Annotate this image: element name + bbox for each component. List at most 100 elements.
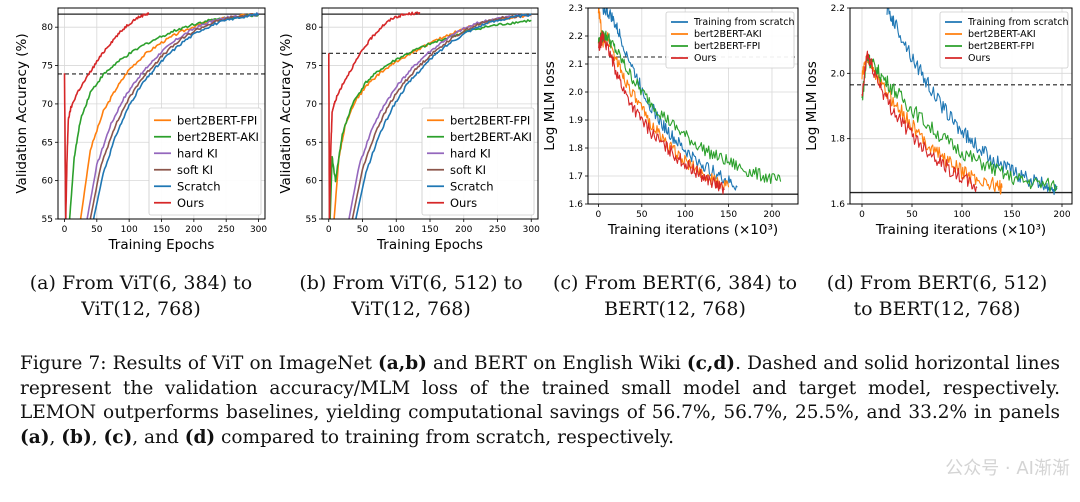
plot-frame bbox=[587, 7, 799, 205]
y-tick-label: 55 bbox=[42, 215, 53, 225]
watermark: 公众号 · AI渐渐 bbox=[945, 458, 1070, 479]
x-tick-label: 150 bbox=[153, 225, 170, 235]
legend-label: hard KI bbox=[450, 146, 491, 160]
legend-label: bert2BERT-FPI bbox=[968, 41, 1034, 52]
series-line-ours bbox=[597, 31, 725, 195]
legend-label: soft KI bbox=[450, 163, 486, 177]
caption-text: and BERT on English Wiki bbox=[426, 353, 687, 374]
x-tick-label: 150 bbox=[720, 210, 737, 220]
y-tick-label: 70 bbox=[306, 100, 318, 110]
legend-label: Training from scratch bbox=[693, 17, 795, 28]
legend-label: bert2BERT-AKI bbox=[450, 130, 532, 144]
series-line-scratch bbox=[355, 13, 532, 219]
x-tick-label: 200 bbox=[185, 225, 202, 235]
caption-c-line2: BERT(12, 768) bbox=[604, 298, 746, 320]
chart-a: 0 50 100 150 200 250 300 55 60 65 70 75 80 Training E… bbox=[14, 7, 267, 253]
legend-label: Training from scratch bbox=[967, 17, 1069, 28]
legend-label: bert2BERT-FPI bbox=[450, 113, 530, 127]
x-tick-label: 50 bbox=[357, 225, 369, 235]
y-tick-label: 1.8 bbox=[831, 135, 846, 145]
legend-label: bert2BERT-AKI bbox=[968, 29, 1036, 40]
series-line-ours bbox=[63, 12, 150, 219]
y-tick-label: 2.0 bbox=[569, 88, 584, 98]
legend-label: bert2BERT-FPI bbox=[177, 113, 257, 127]
caption-text: Results of ViT on ImageNet bbox=[106, 353, 379, 374]
legend-label: Ours bbox=[694, 53, 716, 64]
x-tick-label: 300 bbox=[250, 225, 267, 235]
figure-label: Figure 7: bbox=[20, 353, 107, 374]
series-group bbox=[63, 12, 260, 219]
caption-b-line2: ViT(12, 768) bbox=[351, 298, 471, 320]
x-tick-label: 100 bbox=[953, 210, 970, 220]
y-tick-label: 80 bbox=[42, 23, 54, 33]
caption-bold: (d) bbox=[184, 426, 216, 448]
caption-text: compared to training from scratch, respe… bbox=[215, 426, 675, 448]
y-tick-label: 1.6 bbox=[569, 200, 584, 210]
x-tick-label: 0 bbox=[326, 225, 332, 235]
caption-d: (d) From BERT(6, 512) to BERT(12, 768) bbox=[812, 270, 1062, 322]
caption-d-line2: to BERT(12, 768) bbox=[853, 298, 1021, 320]
x-axis-label: Training Epochs bbox=[376, 237, 483, 253]
panel-a: 0 50 100 150 200 250 300 55 60 65 70 75 80 Training E… bbox=[0, 0, 272, 262]
series-line-soft-ki bbox=[351, 13, 532, 219]
x-tick-label: 200 bbox=[455, 225, 472, 235]
legend-label: Scratch bbox=[177, 179, 221, 193]
x-tick-label: 100 bbox=[121, 225, 138, 235]
y-tick-label: 1.8 bbox=[569, 144, 584, 154]
y-tick-label: 2.2 bbox=[569, 32, 583, 42]
y-tick-label: 2.0 bbox=[831, 69, 846, 79]
caption-bold: (c,d) bbox=[686, 353, 736, 374]
x-tick-label: 250 bbox=[218, 225, 235, 235]
y-tick-label: 65 bbox=[42, 138, 53, 148]
legend-label: Ours bbox=[177, 196, 204, 210]
x-axis-label: Training Epochs bbox=[108, 237, 215, 253]
legend-box bbox=[939, 11, 1069, 69]
y-tick-label: 1.9 bbox=[569, 116, 584, 126]
caption-c-line1: (c) From BERT(6, 384) to bbox=[552, 272, 798, 294]
x-tick-label: 100 bbox=[388, 225, 405, 235]
plot-frame bbox=[849, 7, 1073, 205]
y-axis-label: Validation Accuracy (%) bbox=[14, 33, 30, 193]
caption-text: , bbox=[49, 426, 62, 448]
legend-label: hard KI bbox=[177, 146, 218, 160]
caption-d-line1: (d) From BERT(6, 512) bbox=[826, 272, 1048, 294]
figure-caption: Figure 7: Results of ViT on ImageNet (a,… bbox=[20, 352, 1060, 450]
chart-b: 0 50 100 150 200 250 300 55 60 65 70 75 80 Training E… bbox=[278, 7, 540, 253]
y-tick-label: 55 bbox=[306, 215, 317, 225]
x-tick-label: 0 bbox=[859, 210, 865, 220]
x-tick-label: 50 bbox=[636, 210, 648, 220]
caption-a-line2: ViT(12, 768) bbox=[81, 298, 201, 320]
caption-bold: (c) bbox=[103, 426, 133, 448]
legend-box bbox=[148, 107, 262, 216]
y-axis-label: Log MLM loss bbox=[804, 61, 820, 151]
series-line-scratch bbox=[92, 12, 260, 219]
caption-bold: (a) bbox=[20, 426, 50, 448]
legend-label: soft KI bbox=[177, 163, 213, 177]
legend-label: Ours bbox=[450, 196, 477, 210]
x-axis-label: Training iterations (×10³) bbox=[607, 222, 778, 238]
x-tick-label: 100 bbox=[677, 210, 694, 220]
series-line-bert2bert-fpi bbox=[861, 54, 1058, 193]
x-tick-label: 0 bbox=[596, 210, 602, 220]
legend-label: Scratch bbox=[450, 179, 494, 193]
x-tick-label: 0 bbox=[62, 225, 68, 235]
y-tick-label: 1.7 bbox=[569, 172, 583, 182]
series-line-bert2bert-fpi bbox=[597, 30, 782, 184]
series-line-bert2bert-aki bbox=[329, 19, 532, 219]
series-group bbox=[327, 11, 532, 219]
legend-box bbox=[665, 11, 795, 69]
y-axis-label: Log MLM loss bbox=[542, 61, 558, 151]
series-group bbox=[861, 8, 1058, 196]
series-line-ours bbox=[327, 11, 421, 219]
y-tick-label: 2.3 bbox=[569, 4, 583, 14]
y-tick-label: 2.1 bbox=[569, 60, 583, 70]
caption-text: , bbox=[91, 426, 104, 448]
series-line-training-from-scratch bbox=[602, 8, 738, 191]
x-tick-label: 150 bbox=[421, 225, 438, 235]
caption-text: . Dashed and solid horizontal lines repr… bbox=[20, 353, 1061, 423]
legend-box bbox=[421, 107, 535, 216]
panel-c: 0 50 100 150 200 1.6 1.7 1.8 1.9 2.0 2.1 2.2 2.3 Trai… bbox=[542, 0, 804, 262]
y-tick-label: 65 bbox=[306, 138, 317, 148]
legend-label: Ours bbox=[968, 53, 990, 64]
chart-d: 0 50 100 150 200 1.6 1.8 2.0 2.2 Training iterati… bbox=[804, 4, 1073, 238]
